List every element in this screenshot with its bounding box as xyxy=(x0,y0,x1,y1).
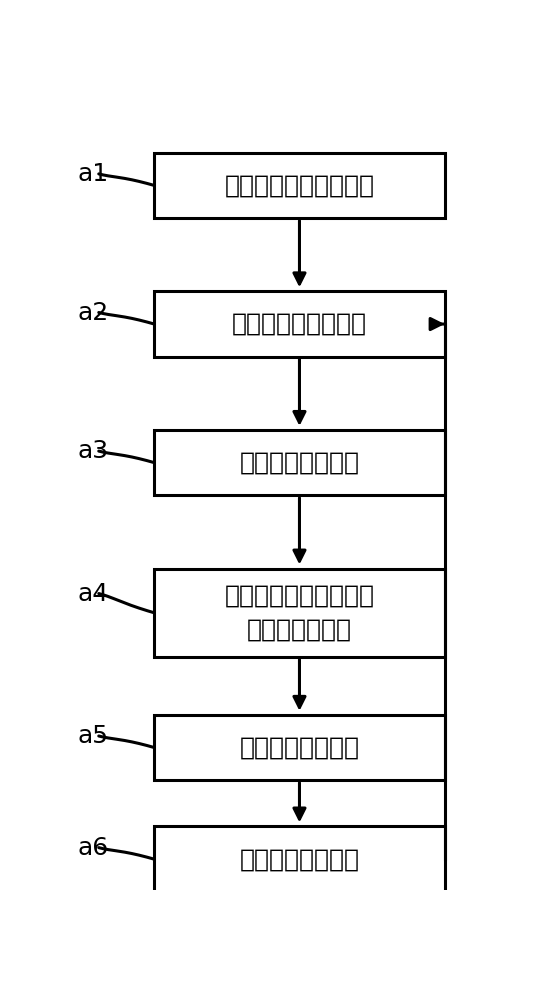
Text: a5: a5 xyxy=(77,724,109,748)
Bar xyxy=(154,153,445,218)
Bar xyxy=(154,430,445,495)
Text: a6: a6 xyxy=(77,836,109,860)
Text: 更新焊接电流时序: 更新焊接电流时序 xyxy=(240,847,359,871)
Bar xyxy=(154,715,445,780)
Text: a1: a1 xyxy=(77,162,109,186)
Bar xyxy=(154,569,445,657)
Bar xyxy=(154,826,445,892)
Text: 统计一批次焊接过程的
飞溅时刻与频次: 统计一批次焊接过程的 飞溅时刻与频次 xyxy=(224,584,375,642)
Text: 设定飞溅频次目标范围: 设定飞溅频次目标范围 xyxy=(224,173,375,197)
Text: 焊接并采集过程信号: 焊接并采集过程信号 xyxy=(232,312,367,336)
Text: a4: a4 xyxy=(77,582,109,606)
Text: 识别飞溅发生时刻: 识别飞溅发生时刻 xyxy=(240,451,359,475)
Text: 计算调幅工艺参数: 计算调幅工艺参数 xyxy=(240,736,359,760)
Text: a2: a2 xyxy=(77,300,109,324)
Bar xyxy=(154,291,445,357)
Text: a3: a3 xyxy=(77,439,109,463)
